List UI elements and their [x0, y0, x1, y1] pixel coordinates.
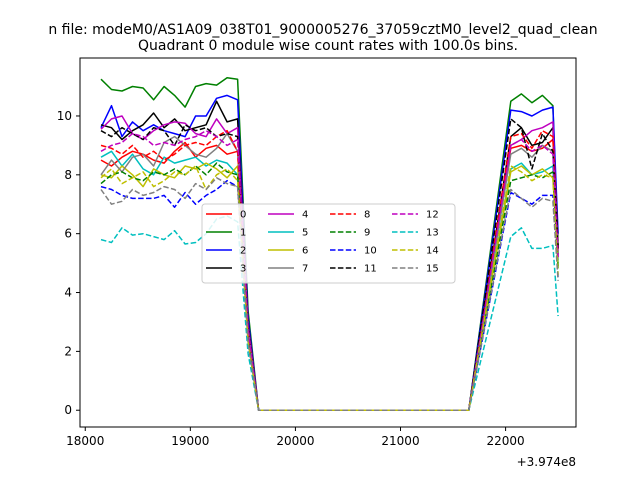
- y-tick-label: 0: [64, 403, 72, 417]
- series-line-8: [100, 129, 559, 411]
- figure-suptitle: n file: modeM0/AS1A09_038T01_9000005276_…: [48, 22, 597, 38]
- legend-label-0: 0: [240, 210, 246, 221]
- series-line-5: [100, 150, 559, 411]
- series-line-12: [100, 129, 559, 411]
- series-line-2: [100, 94, 559, 411]
- legend-label-12: 12: [426, 210, 439, 221]
- legend-label-8: 8: [364, 210, 370, 221]
- y-tick-label: 6: [64, 227, 72, 241]
- legend-label-6: 6: [302, 246, 308, 257]
- y-tick-label: 2: [64, 344, 72, 358]
- x-tick-label: 20000: [276, 434, 314, 448]
- axes-frame: [79, 57, 577, 428]
- legend-label-14: 14: [426, 246, 439, 257]
- legend-label-3: 3: [240, 264, 246, 275]
- chart-title: Quadrant 0 module wise count rates with …: [138, 38, 518, 54]
- series-line-1: [100, 76, 559, 411]
- series-line-9: [100, 162, 559, 411]
- series-line-7: [100, 132, 559, 411]
- series-line-15: [100, 177, 559, 411]
- series-line-10: [100, 179, 559, 411]
- x-tick-label: 19000: [171, 434, 209, 448]
- y-tick-label: 8: [64, 168, 72, 182]
- legend-label-13: 13: [426, 228, 439, 239]
- series-line-11: [100, 118, 559, 411]
- x-tick-label: 22000: [486, 434, 524, 448]
- legend-label-5: 5: [302, 228, 308, 239]
- legend-label-9: 9: [364, 228, 370, 239]
- legend-label-1: 1: [240, 228, 246, 239]
- x-tick-label: 21000: [381, 434, 419, 448]
- legend-label-15: 15: [426, 264, 439, 275]
- y-tick-label: 4: [64, 286, 72, 300]
- series-lines: [100, 76, 559, 411]
- legend-label-4: 4: [302, 210, 308, 221]
- legend-label-2: 2: [240, 246, 246, 257]
- legend-label-10: 10: [364, 246, 377, 257]
- legend-box: [201, 203, 456, 284]
- plot-area: [100, 76, 559, 411]
- x-tick-label: 18000: [66, 434, 104, 448]
- legend-label-11: 11: [364, 264, 377, 275]
- series-line-6: [100, 162, 559, 411]
- series-line-14: [100, 165, 559, 411]
- y-tick-label: 10: [57, 109, 72, 123]
- x-offset-label: +3.974e8: [517, 455, 576, 469]
- legend-label-7: 7: [302, 264, 308, 275]
- series-line-3: [100, 100, 559, 411]
